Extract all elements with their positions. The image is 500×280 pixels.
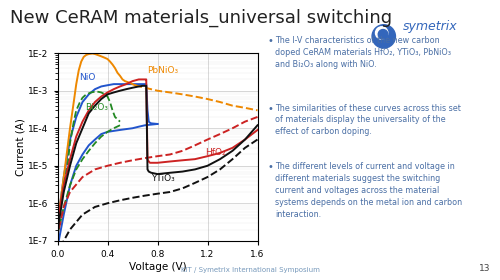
Text: 13: 13 <box>478 264 490 273</box>
Text: The I-V characteristics of the new carbon
doped CeRAM materials HfO₂, YTiO₃, PbN: The I-V characteristics of the new carbo… <box>275 36 451 69</box>
Y-axis label: Current (A): Current (A) <box>16 118 26 176</box>
Text: •: • <box>268 104 274 114</box>
Circle shape <box>378 29 388 39</box>
Text: symetrix: symetrix <box>402 20 457 32</box>
Text: YTiO₃: YTiO₃ <box>151 174 175 183</box>
Text: The similarities of these curves across this set
of materials display the univer: The similarities of these curves across … <box>275 104 461 136</box>
Text: PbNiO₃: PbNiO₃ <box>148 66 178 75</box>
Circle shape <box>376 27 388 39</box>
Text: KIT / Symetrix International Symposium: KIT / Symetrix International Symposium <box>180 267 320 273</box>
Text: HfO₂: HfO₂ <box>205 148 226 157</box>
Text: New CeRAM materials_universal switching: New CeRAM materials_universal switching <box>10 8 392 27</box>
Text: The different levels of current and voltage in
different materials suggest the s: The different levels of current and volt… <box>275 162 462 219</box>
Circle shape <box>372 25 396 48</box>
Text: •: • <box>268 36 274 46</box>
Text: Bi₂O₃: Bi₂O₃ <box>85 103 108 112</box>
Text: NiO: NiO <box>79 73 95 82</box>
X-axis label: Voltage (V): Voltage (V) <box>128 262 186 272</box>
Text: •: • <box>268 162 274 172</box>
